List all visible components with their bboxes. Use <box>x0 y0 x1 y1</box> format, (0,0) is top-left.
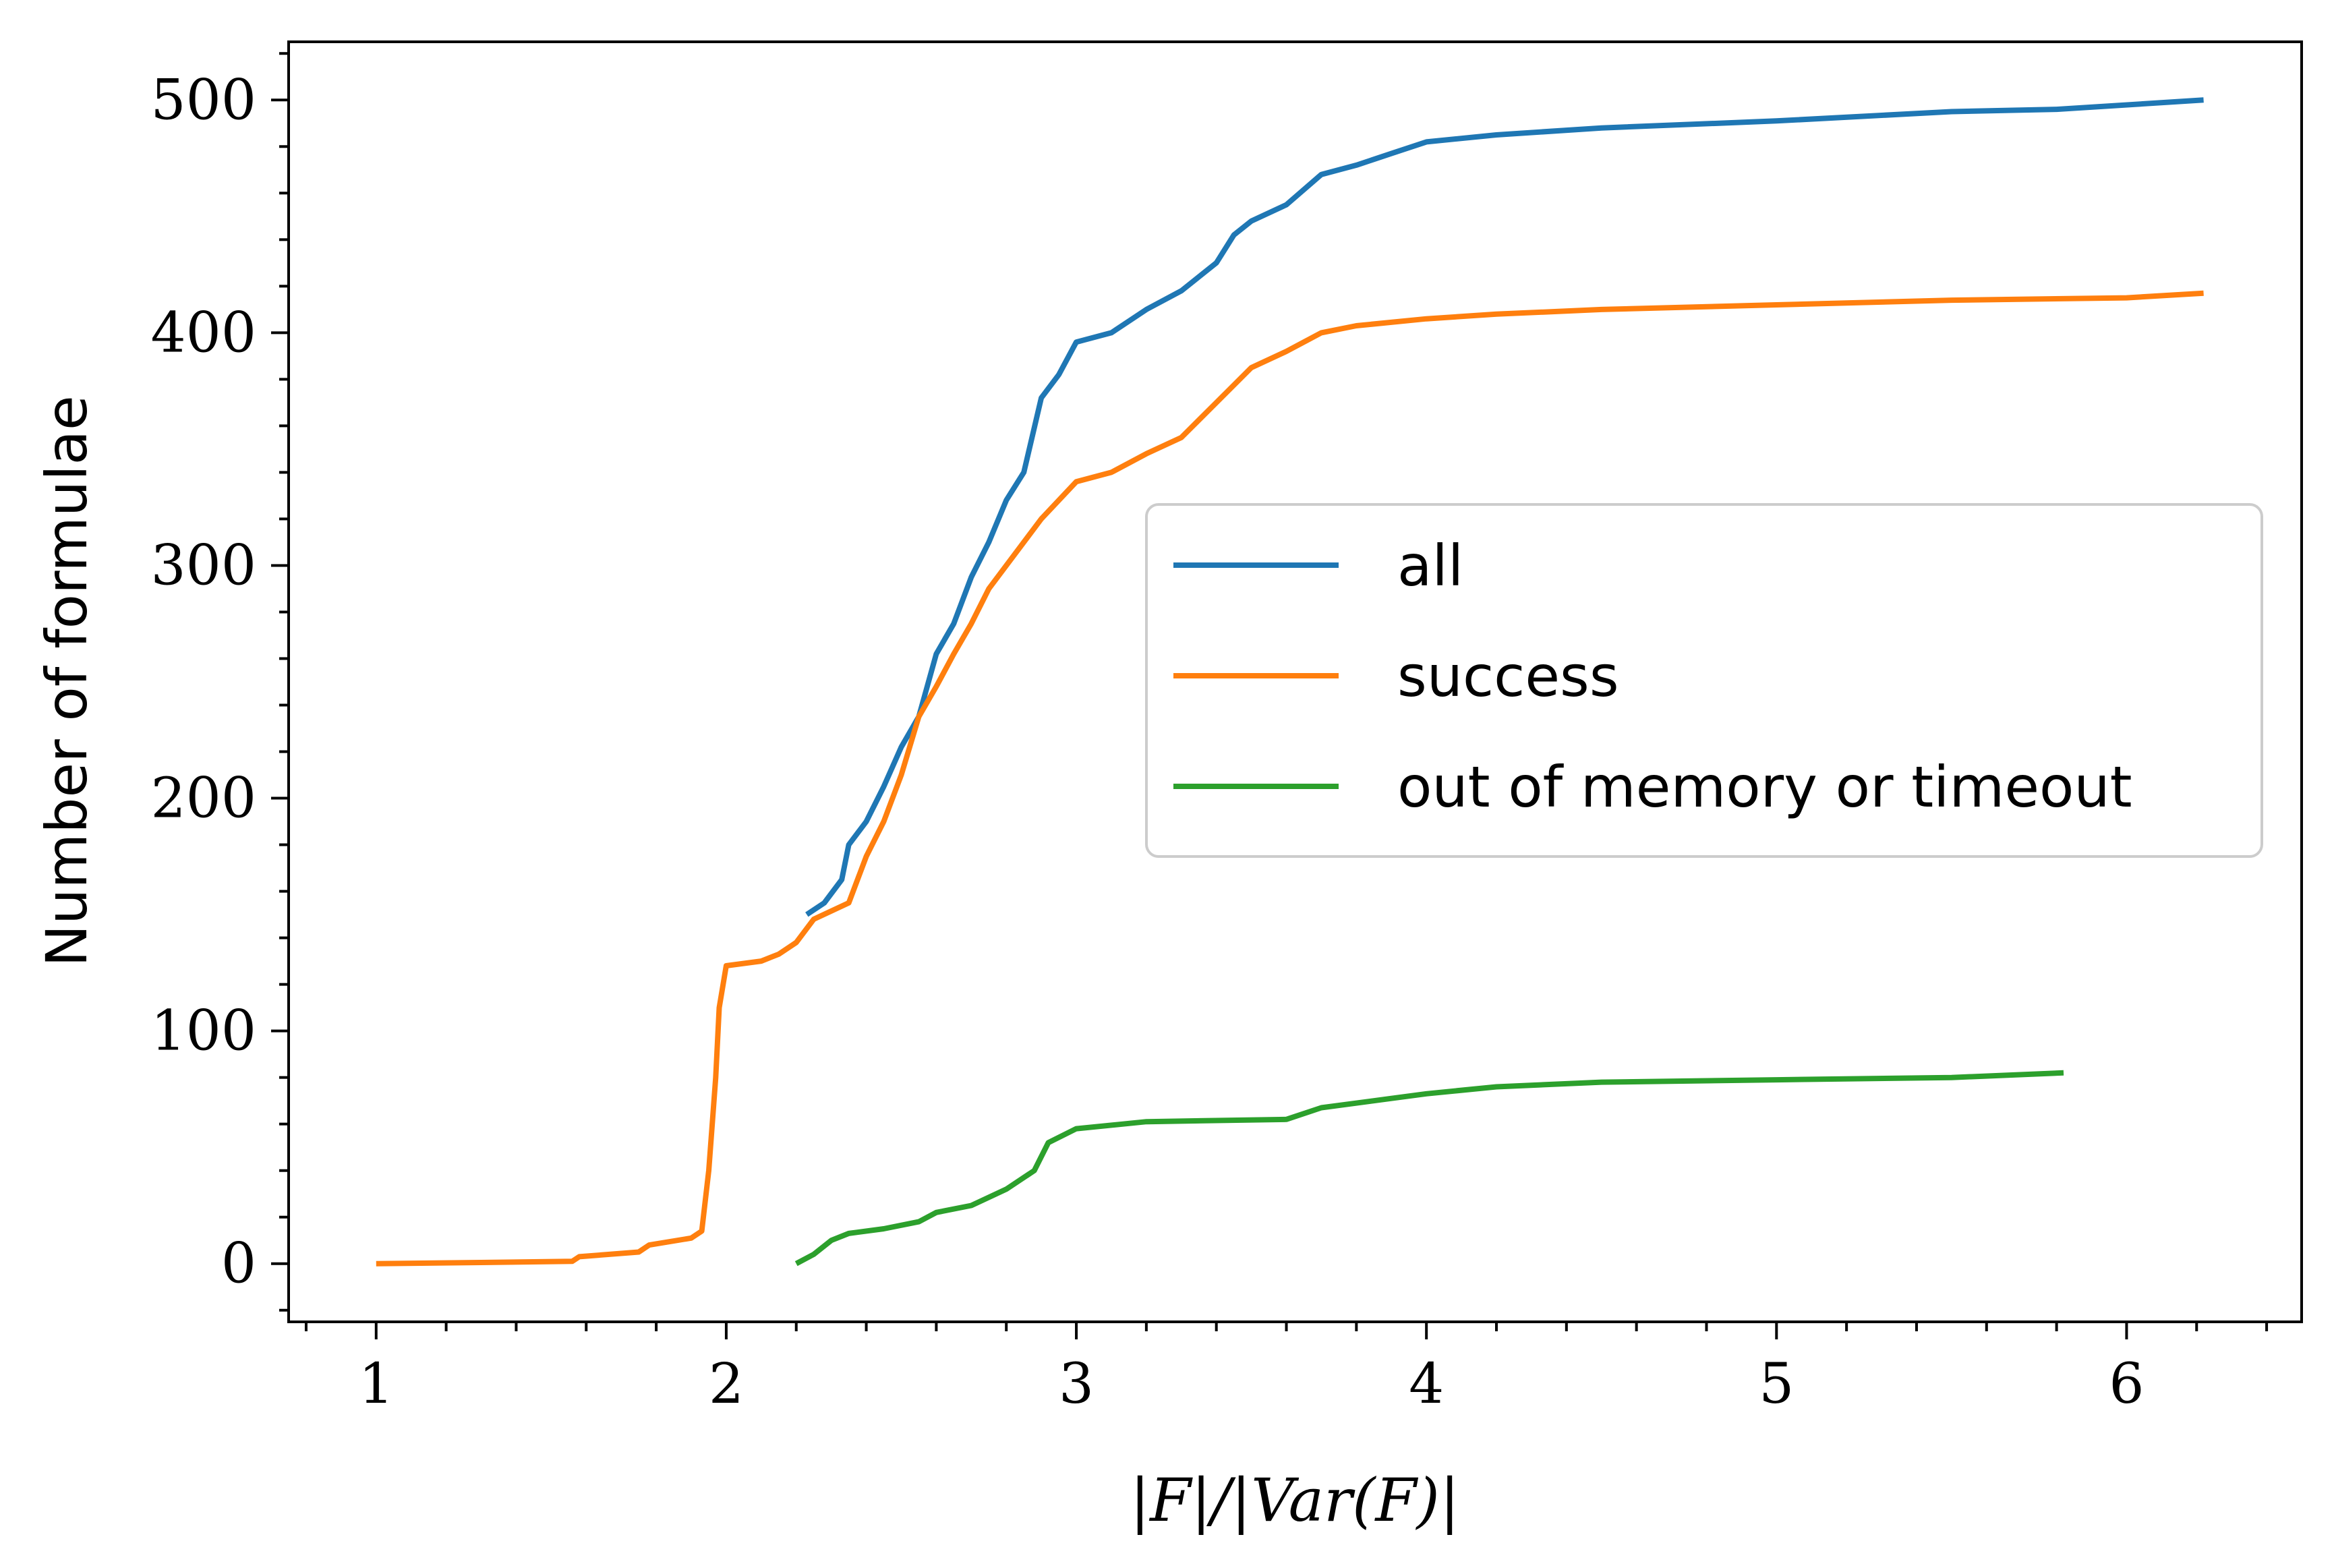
legend-label-success: success <box>1397 643 1619 709</box>
legend-label-timeout: out of memory or timeout <box>1397 754 2132 820</box>
x-tick-label: 5 <box>1759 1352 1794 1416</box>
y-tick-label: 400 <box>150 301 256 365</box>
tick-layer: 1 2 3 4 5 6 0 100 200 300 400 500 <box>150 52 2269 1416</box>
series-line-all <box>805 97 2204 917</box>
y-tick-label: 100 <box>150 999 256 1064</box>
x-tick-label: 6 <box>2109 1352 2144 1416</box>
series-layer <box>376 97 2204 1267</box>
x-tick-label: 1 <box>359 1352 394 1416</box>
series-line-out-of-memory-or-timeout <box>794 1070 2064 1267</box>
y-tick-label: 500 <box>150 68 256 132</box>
plot-frame <box>287 40 2303 1323</box>
legend: all success out of memory or timeout <box>1145 503 2263 858</box>
legend-label-all: all <box>1397 533 1463 599</box>
x-tick-label: 2 <box>709 1352 744 1416</box>
y-axis-label: Number of formulae <box>34 395 100 966</box>
series-line-success <box>376 290 2204 1267</box>
x-axis-label: |F|/|Var(F)| <box>1130 1465 1459 1535</box>
x-tick-label: 3 <box>1059 1352 1094 1416</box>
y-tick-label: 300 <box>150 533 256 598</box>
y-tick-label: 0 <box>221 1232 256 1296</box>
y-tick-label: 200 <box>150 767 256 831</box>
x-tick-label: 4 <box>1409 1352 1444 1416</box>
legend-box <box>1145 503 2263 858</box>
